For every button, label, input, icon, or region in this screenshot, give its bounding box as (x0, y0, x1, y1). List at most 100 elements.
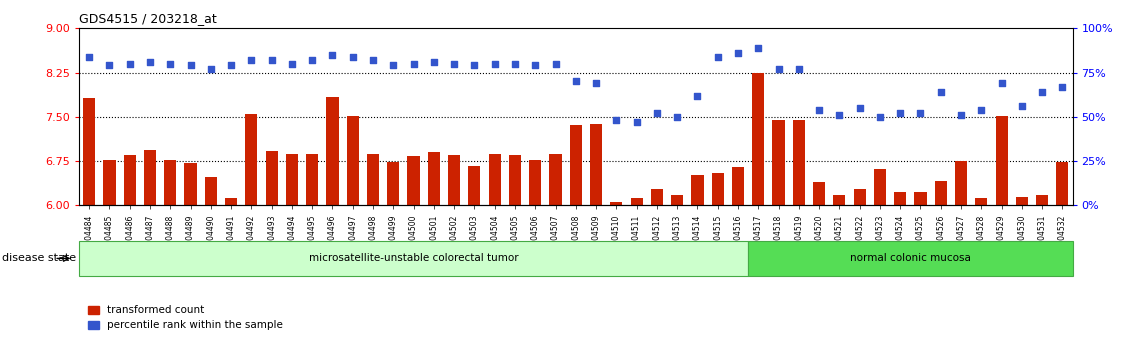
Point (729, 50, 747, 56)
Bar (955, 161, 968, 205)
Bar (1036, 195, 1048, 205)
Text: disease state: disease state (2, 253, 77, 263)
Point (952, 112, 970, 118)
Bar (914, 192, 927, 205)
Bar (550, 154, 561, 205)
Bar (367, 154, 379, 205)
Point (80, 54, 98, 59)
Point (546, 61, 564, 67)
Text: microsatellite-unstable colorectal tumor: microsatellite-unstable colorectal tumor (308, 253, 518, 263)
Point (384, 63, 402, 68)
Bar (265, 151, 278, 205)
Bar (326, 97, 339, 205)
Point (222, 63, 240, 68)
Bar (124, 155, 135, 205)
Bar (854, 189, 866, 205)
Bar (347, 116, 359, 205)
Bar (306, 154, 318, 205)
Point (304, 57, 322, 63)
Point (750, 45, 768, 51)
Point (506, 61, 524, 67)
Point (1053, 84, 1071, 90)
Point (709, 54, 727, 59)
Bar (1016, 197, 1027, 205)
Bar (793, 120, 805, 205)
Bar (975, 198, 988, 205)
Point (891, 110, 909, 116)
Point (811, 107, 829, 113)
Bar (509, 155, 522, 205)
Point (567, 79, 585, 84)
Point (628, 119, 646, 125)
Bar (691, 175, 703, 205)
Bar (732, 167, 744, 205)
Point (485, 61, 504, 67)
Bar (630, 198, 642, 205)
Point (607, 118, 625, 123)
Point (830, 112, 848, 118)
Point (263, 57, 281, 63)
Bar (833, 195, 846, 205)
Bar (530, 160, 541, 205)
Bar (448, 155, 461, 205)
Bar (1057, 162, 1068, 205)
Point (343, 54, 361, 59)
Point (100, 63, 119, 68)
Bar (143, 150, 156, 205)
Bar (570, 125, 581, 205)
Point (161, 61, 180, 67)
Bar (996, 116, 1008, 205)
Point (770, 66, 788, 72)
Bar (489, 154, 501, 205)
Point (850, 105, 868, 111)
Bar (104, 160, 115, 205)
Point (425, 59, 443, 65)
Bar (387, 162, 400, 205)
Point (465, 63, 483, 68)
Bar (245, 114, 257, 205)
Bar (286, 154, 298, 205)
Point (404, 61, 422, 67)
Point (790, 66, 808, 72)
Point (870, 114, 889, 120)
Point (668, 114, 686, 120)
Bar (650, 189, 663, 205)
Point (526, 63, 544, 68)
Point (243, 57, 261, 63)
Point (141, 59, 159, 65)
Bar (164, 160, 176, 205)
Point (445, 61, 463, 67)
Bar (813, 182, 825, 205)
Point (587, 80, 605, 86)
Bar (611, 202, 622, 205)
Bar (469, 166, 481, 205)
Point (689, 93, 707, 98)
Point (992, 80, 1010, 86)
Point (283, 61, 301, 67)
Point (364, 57, 382, 63)
Bar (428, 152, 440, 205)
Point (1033, 89, 1051, 95)
Text: normal colonic mucosa: normal colonic mucosa (850, 253, 971, 263)
Point (182, 63, 200, 68)
Bar (204, 177, 217, 205)
Text: GDS4515 / 203218_at: GDS4515 / 203218_at (79, 12, 217, 25)
Bar (752, 73, 764, 205)
Bar (874, 169, 886, 205)
Bar (84, 98, 95, 205)
Bar (772, 120, 785, 205)
Point (121, 61, 139, 67)
Legend: transformed count, percentile rank within the sample: transformed count, percentile rank withi… (85, 301, 287, 335)
Point (972, 107, 990, 113)
Bar (894, 192, 907, 205)
Bar (590, 125, 602, 205)
Bar (408, 156, 420, 205)
Point (323, 52, 341, 58)
Point (911, 110, 929, 116)
Bar (711, 173, 724, 205)
Bar (184, 163, 196, 205)
Point (648, 110, 666, 116)
Point (931, 89, 949, 95)
Point (202, 66, 220, 72)
Bar (225, 198, 237, 205)
